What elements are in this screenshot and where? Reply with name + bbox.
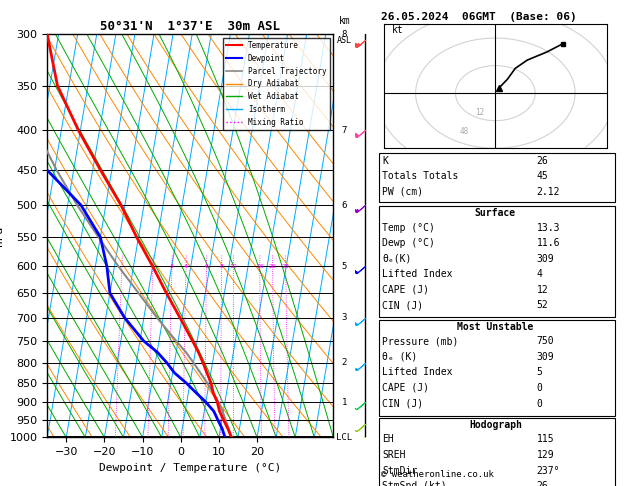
Text: 3: 3 <box>342 313 347 322</box>
Text: 12: 12 <box>476 108 485 117</box>
Text: Temp (°C): Temp (°C) <box>382 223 435 233</box>
Legend: Temperature, Dewpoint, Parcel Trajectory, Dry Adiabat, Wet Adiabat, Isotherm, Mi: Temperature, Dewpoint, Parcel Trajectory… <box>223 38 330 130</box>
Text: 115: 115 <box>537 434 554 445</box>
Text: 750: 750 <box>537 336 554 347</box>
Text: 8: 8 <box>342 30 347 38</box>
Text: CIN (J): CIN (J) <box>382 399 423 409</box>
Text: 237°: 237° <box>537 466 560 476</box>
Text: 0: 0 <box>537 399 542 409</box>
Text: PW (cm): PW (cm) <box>382 187 423 197</box>
X-axis label: Dewpoint / Temperature (°C): Dewpoint / Temperature (°C) <box>99 463 281 473</box>
Text: km: km <box>338 16 350 26</box>
Text: 1: 1 <box>342 398 347 407</box>
Text: ASL: ASL <box>337 36 352 45</box>
Text: 2.12: 2.12 <box>537 187 560 197</box>
Text: 25: 25 <box>282 264 289 269</box>
Text: CAPE (J): CAPE (J) <box>382 285 430 295</box>
Text: 2: 2 <box>342 358 347 367</box>
Text: θₑ(K): θₑ(K) <box>382 254 412 264</box>
Text: 48: 48 <box>459 127 469 137</box>
Text: 3: 3 <box>170 264 174 269</box>
Text: 5: 5 <box>537 367 542 378</box>
Y-axis label: hPa: hPa <box>0 226 4 246</box>
Text: Lifted Index: Lifted Index <box>382 367 453 378</box>
Text: StmSpd (kt): StmSpd (kt) <box>382 481 447 486</box>
Text: 0: 0 <box>537 383 542 393</box>
Text: 26: 26 <box>537 481 548 486</box>
Text: 26: 26 <box>537 156 548 166</box>
Text: 309: 309 <box>537 352 554 362</box>
Text: 5: 5 <box>342 262 347 271</box>
Text: 13.3: 13.3 <box>537 223 560 233</box>
Text: © weatheronline.co.uk: © weatheronline.co.uk <box>381 469 493 479</box>
Text: 11.6: 11.6 <box>537 238 560 248</box>
Text: Surface: Surface <box>475 208 516 219</box>
Text: 26.05.2024  06GMT  (Base: 06): 26.05.2024 06GMT (Base: 06) <box>381 12 576 22</box>
Text: 6: 6 <box>204 264 208 269</box>
Text: Lifted Index: Lifted Index <box>382 269 453 279</box>
Text: LCL: LCL <box>337 433 352 442</box>
Text: 4: 4 <box>537 269 542 279</box>
Text: 52: 52 <box>537 300 548 311</box>
Text: CAPE (J): CAPE (J) <box>382 383 430 393</box>
Text: 8: 8 <box>220 264 223 269</box>
Text: EH: EH <box>382 434 394 445</box>
Text: Totals Totals: Totals Totals <box>382 171 459 181</box>
Text: 45: 45 <box>537 171 548 181</box>
Text: SREH: SREH <box>382 450 406 460</box>
Text: 129: 129 <box>537 450 554 460</box>
Text: CIN (J): CIN (J) <box>382 300 423 311</box>
Text: 10: 10 <box>230 264 238 269</box>
Text: kt: kt <box>392 25 403 35</box>
Text: K: K <box>382 156 388 166</box>
Text: 16: 16 <box>256 264 264 269</box>
Text: 20: 20 <box>269 264 277 269</box>
Text: Pressure (mb): Pressure (mb) <box>382 336 459 347</box>
Title: 50°31'N  1°37'E  30m ASL: 50°31'N 1°37'E 30m ASL <box>100 20 281 33</box>
Text: 4: 4 <box>184 264 188 269</box>
Text: Hodograph: Hodograph <box>469 420 522 431</box>
Text: StmDir: StmDir <box>382 466 418 476</box>
Text: 6: 6 <box>342 201 347 209</box>
Text: 7: 7 <box>342 126 347 135</box>
Text: 12: 12 <box>537 285 548 295</box>
Text: Dewp (°C): Dewp (°C) <box>382 238 435 248</box>
Text: 2: 2 <box>151 264 155 269</box>
Text: Most Unstable: Most Unstable <box>457 322 533 332</box>
Text: 309: 309 <box>537 254 554 264</box>
Text: θₑ (K): θₑ (K) <box>382 352 418 362</box>
